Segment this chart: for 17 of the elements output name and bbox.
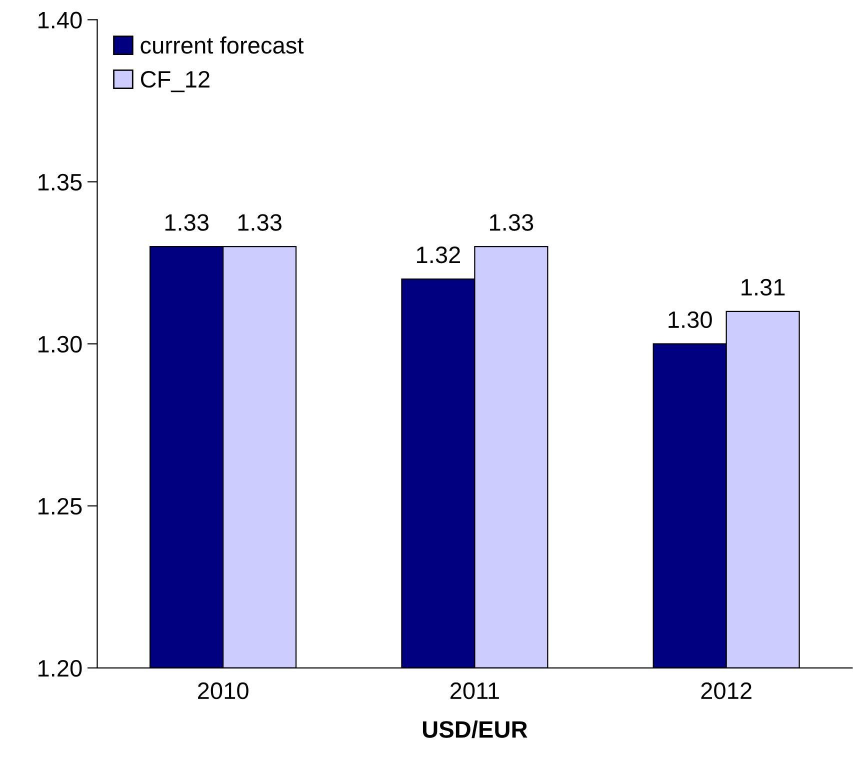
data-label: 1.30 (668, 311, 712, 328)
y-tick-label: 1.30 (38, 336, 82, 353)
data-label: 1.31 (742, 278, 785, 296)
y-tick-label: 1.20 (38, 660, 82, 677)
x-tick-label: 2012 (701, 682, 752, 700)
x-tick-label: 2011 (450, 682, 499, 700)
y-tick-label: 1.35 (38, 174, 82, 191)
data-label: 1.33 (490, 214, 534, 231)
data-label: 1.33 (165, 214, 209, 231)
legend-label: current forecast (140, 36, 304, 54)
legend-label: CF_12 (140, 70, 210, 92)
data-label: 1.32 (417, 246, 460, 264)
data-label: 1.33 (238, 214, 282, 231)
y-tick-label: 1.25 (38, 498, 82, 515)
x-axis-title: USD/EUR (422, 720, 528, 738)
x-tick-label: 2010 (198, 682, 248, 700)
y-tick-label: 1.40 (38, 12, 82, 29)
